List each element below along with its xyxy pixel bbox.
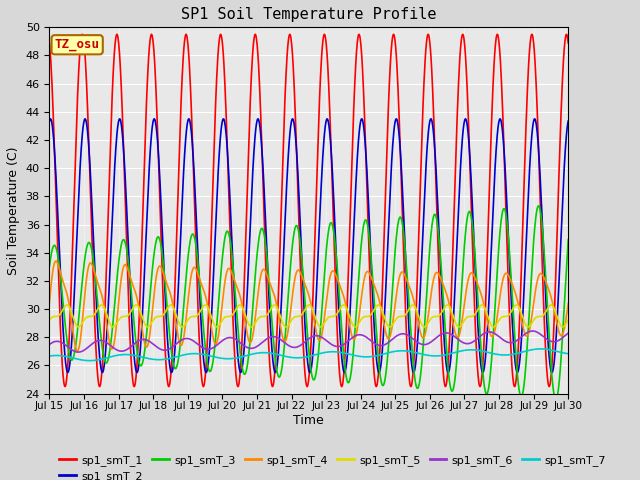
sp1_smT_3 bbox=[148, 268, 156, 274]
sp1_smT_6 bbox=[390, 336, 397, 341]
sp1_smT_2 bbox=[161, 287, 169, 292]
sp1_smT_1 bbox=[165, 384, 173, 389]
Y-axis label: Soil Temperature (C): Soil Temperature (C) bbox=[7, 146, 20, 275]
sp1_smT_5 bbox=[564, 317, 572, 323]
sp1_smT_4 bbox=[52, 258, 60, 264]
sp1_smT_1 bbox=[161, 348, 169, 353]
sp1_smT_1 bbox=[148, 35, 156, 41]
sp1_smT_4 bbox=[458, 322, 465, 327]
sp1_smT_2 bbox=[45, 118, 53, 124]
sp1_smT_4 bbox=[45, 300, 53, 305]
sp1_smT_2 bbox=[148, 124, 156, 130]
sp1_smT_2 bbox=[457, 159, 465, 165]
sp1_smT_5 bbox=[458, 322, 465, 328]
sp1_smT_7 bbox=[45, 353, 53, 359]
sp1_smT_1 bbox=[458, 36, 465, 42]
sp1_smT_3 bbox=[564, 237, 572, 242]
sp1_smT_7 bbox=[503, 352, 511, 358]
sp1_smT_6 bbox=[74, 349, 82, 355]
sp1_smT_1 bbox=[220, 56, 227, 61]
Legend: sp1_smT_1, sp1_smT_2, sp1_smT_3, sp1_smT_4, sp1_smT_5, sp1_smT_6, sp1_smT_7: sp1_smT_1, sp1_smT_2, sp1_smT_3, sp1_smT… bbox=[55, 450, 611, 480]
sp1_smT_7 bbox=[220, 356, 227, 361]
sp1_smT_6 bbox=[45, 342, 53, 348]
Text: TZ_osu: TZ_osu bbox=[54, 38, 100, 51]
sp1_smT_3 bbox=[389, 276, 397, 282]
sp1_smT_2 bbox=[504, 210, 511, 216]
sp1_smT_5 bbox=[148, 319, 156, 324]
sp1_smT_6 bbox=[148, 341, 156, 347]
sp1_smT_3 bbox=[457, 298, 465, 303]
sp1_smT_4 bbox=[564, 300, 572, 306]
Line: sp1_smT_6: sp1_smT_6 bbox=[49, 331, 568, 352]
sp1_smT_7 bbox=[564, 351, 572, 357]
sp1_smT_3 bbox=[552, 397, 560, 403]
sp1_smT_4 bbox=[390, 312, 397, 318]
sp1_smT_2 bbox=[564, 118, 572, 124]
Line: sp1_smT_7: sp1_smT_7 bbox=[49, 349, 568, 360]
sp1_smT_5 bbox=[504, 313, 511, 319]
sp1_smT_6 bbox=[564, 330, 572, 336]
sp1_smT_2 bbox=[496, 116, 504, 122]
Line: sp1_smT_5: sp1_smT_5 bbox=[49, 305, 568, 327]
sp1_smT_1 bbox=[504, 250, 511, 255]
Line: sp1_smT_2: sp1_smT_2 bbox=[49, 119, 568, 372]
sp1_smT_7 bbox=[161, 356, 169, 362]
sp1_smT_5 bbox=[219, 317, 227, 323]
sp1_smT_1 bbox=[45, 40, 53, 46]
sp1_smT_7 bbox=[536, 346, 544, 352]
sp1_smT_5 bbox=[45, 317, 53, 323]
sp1_smT_5 bbox=[351, 324, 359, 330]
sp1_smT_1 bbox=[148, 32, 156, 37]
sp1_smT_7 bbox=[390, 349, 397, 355]
sp1_smT_7 bbox=[86, 358, 93, 363]
sp1_smT_6 bbox=[503, 339, 511, 345]
sp1_smT_4 bbox=[504, 271, 511, 276]
sp1_smT_4 bbox=[149, 303, 157, 309]
sp1_smT_3 bbox=[535, 203, 543, 209]
sp1_smT_6 bbox=[161, 348, 169, 353]
sp1_smT_5 bbox=[161, 310, 169, 316]
Title: SP1 Soil Temperature Profile: SP1 Soil Temperature Profile bbox=[181, 7, 436, 22]
sp1_smT_3 bbox=[45, 264, 53, 269]
sp1_smT_7 bbox=[148, 356, 156, 362]
Line: sp1_smT_3: sp1_smT_3 bbox=[49, 206, 568, 400]
sp1_smT_3 bbox=[161, 277, 169, 283]
sp1_smT_2 bbox=[479, 370, 486, 375]
sp1_smT_3 bbox=[503, 216, 511, 222]
sp1_smT_5 bbox=[390, 320, 397, 325]
sp1_smT_1 bbox=[564, 40, 572, 46]
sp1_smT_5 bbox=[340, 302, 348, 308]
sp1_smT_4 bbox=[162, 277, 170, 283]
X-axis label: Time: Time bbox=[294, 414, 324, 427]
sp1_smT_2 bbox=[219, 117, 227, 122]
sp1_smT_6 bbox=[529, 328, 536, 334]
sp1_smT_4 bbox=[74, 348, 81, 354]
sp1_smT_6 bbox=[220, 337, 227, 343]
sp1_smT_4 bbox=[220, 289, 227, 295]
sp1_smT_3 bbox=[219, 250, 227, 256]
sp1_smT_2 bbox=[389, 138, 397, 144]
sp1_smT_7 bbox=[458, 348, 465, 354]
Line: sp1_smT_4: sp1_smT_4 bbox=[49, 261, 568, 351]
sp1_smT_6 bbox=[458, 339, 465, 345]
Line: sp1_smT_1: sp1_smT_1 bbox=[49, 35, 568, 386]
sp1_smT_1 bbox=[390, 32, 397, 37]
